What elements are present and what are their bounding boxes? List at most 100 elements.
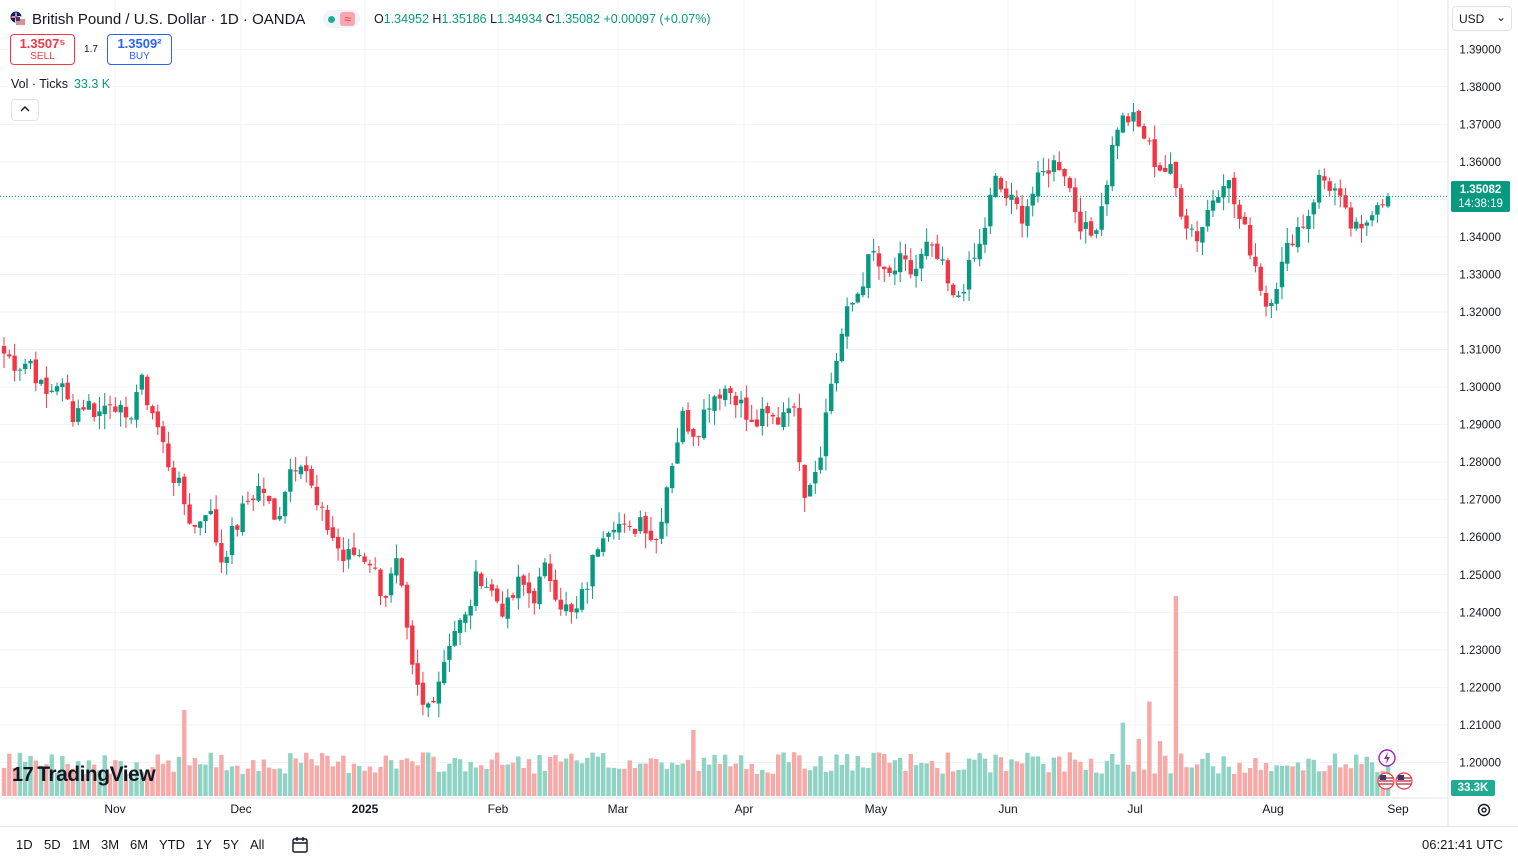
volume-bar xyxy=(76,761,81,796)
lightning-icon[interactable] xyxy=(1378,749,1396,767)
candle-body xyxy=(765,406,770,414)
gear-icon[interactable] xyxy=(1476,802,1492,818)
volume-bar xyxy=(1115,764,1120,796)
range-1d[interactable]: 1D xyxy=(16,837,33,852)
candle-body xyxy=(17,369,23,371)
candle-body xyxy=(595,549,601,557)
volume-bar xyxy=(91,764,97,796)
volume-bar xyxy=(1210,766,1216,796)
candle-body xyxy=(118,404,123,413)
candle-body xyxy=(844,306,850,337)
volume-bar xyxy=(107,773,113,796)
candle-body xyxy=(606,532,611,537)
candle-body xyxy=(351,547,357,555)
collapse-legend-button[interactable] xyxy=(11,99,39,121)
buy-button[interactable]: 1.3509² BUY xyxy=(107,34,172,65)
volume-bar xyxy=(813,766,818,796)
volume-bar xyxy=(468,761,473,796)
candle-body xyxy=(235,525,240,530)
high-value: 1.35186 xyxy=(441,12,487,26)
volume-bar xyxy=(367,766,373,796)
bar-countdown: 14:38:19 xyxy=(1458,198,1503,210)
candle-body xyxy=(966,260,972,290)
currency-select[interactable]: USD ⌄ xyxy=(1452,6,1512,31)
volume-bar xyxy=(956,769,961,796)
candle-body xyxy=(473,571,479,606)
candle-body xyxy=(266,495,272,502)
volume-bar xyxy=(251,760,256,796)
candle-body xyxy=(91,403,97,418)
volume-bar xyxy=(245,768,251,796)
candle-body xyxy=(362,556,367,562)
uk-flag-event-icon[interactable] xyxy=(1395,772,1413,790)
market-status[interactable]: ≈ xyxy=(323,10,361,28)
candle-body xyxy=(1152,139,1157,168)
candle-body xyxy=(319,506,325,508)
candlesticks xyxy=(1,103,1391,718)
volume-bar xyxy=(256,771,261,796)
volume-bar xyxy=(579,763,585,796)
candle-body xyxy=(314,486,320,506)
range-6m[interactable]: 6M xyxy=(130,837,149,852)
candle-body xyxy=(388,573,394,596)
range-5d[interactable]: 5D xyxy=(44,837,61,852)
candle-body xyxy=(372,567,378,569)
utc-clock[interactable]: 06:21:41 UTC xyxy=(1422,837,1503,852)
tradingview-logo: 17 TradingView xyxy=(12,763,156,787)
range-ytd[interactable]: YTD xyxy=(159,837,185,852)
volume-bar xyxy=(1247,768,1253,796)
candle-body xyxy=(505,597,510,619)
volume-bar xyxy=(510,762,516,796)
volume-bar xyxy=(500,764,505,796)
candle-body xyxy=(1072,187,1078,213)
candle-body xyxy=(1200,227,1205,243)
candle-body xyxy=(245,500,251,502)
sell-button[interactable]: 1.3507⁵ SELL xyxy=(10,34,75,65)
volume-bar xyxy=(1083,769,1088,796)
volume-bar xyxy=(1232,773,1237,796)
volume-bar xyxy=(28,755,33,796)
volume-bar xyxy=(1088,758,1094,796)
candle-body xyxy=(60,383,65,388)
price-tick-label: 1.34000 xyxy=(1459,232,1501,244)
candle-body xyxy=(1131,112,1136,122)
volume-bar xyxy=(526,759,532,796)
volume-bar xyxy=(595,756,601,796)
volume-bar xyxy=(563,758,569,796)
volume-bar xyxy=(81,773,86,796)
candle-body xyxy=(1385,196,1391,207)
range-all[interactable]: All xyxy=(250,837,265,852)
volume-bar xyxy=(818,756,823,796)
volume-bar xyxy=(770,773,776,796)
candle-body xyxy=(489,584,495,591)
volume-bar xyxy=(1094,772,1099,796)
candle-body xyxy=(797,408,802,463)
us-flag-event-icon[interactable] xyxy=(1377,772,1395,790)
high-label: H xyxy=(432,12,442,26)
volume-bar xyxy=(102,755,107,796)
symbol-title[interactable]: British Pound / U.S. Dollar · 1D · OANDA xyxy=(32,10,306,28)
volume-bar xyxy=(1009,759,1014,796)
range-3m[interactable]: 3M xyxy=(101,837,120,852)
volume-bar xyxy=(627,760,632,796)
volume-legend[interactable]: Vol · Ticks 33.3 K xyxy=(11,77,110,91)
range-1y[interactable]: 1Y xyxy=(196,837,212,852)
volume-bar xyxy=(134,762,139,796)
candle-body xyxy=(1216,197,1221,203)
candle-body xyxy=(1057,162,1062,171)
candle-body xyxy=(394,558,399,576)
candle-body xyxy=(1163,167,1168,172)
volume-bar xyxy=(924,763,929,796)
candle-body xyxy=(378,569,383,597)
calendar-range-icon[interactable] xyxy=(290,835,310,855)
volume-bar xyxy=(97,770,102,796)
volume-bar xyxy=(797,755,802,796)
range-5y[interactable]: 5Y xyxy=(223,837,239,852)
symbol-header: British Pound / U.S. Dollar · 1D · OANDA… xyxy=(10,9,710,29)
candle-body xyxy=(1120,115,1126,133)
candle-body xyxy=(648,530,654,541)
volume-bar xyxy=(1269,771,1274,796)
range-1m[interactable]: 1M xyxy=(72,837,91,852)
candle-body xyxy=(129,418,134,420)
